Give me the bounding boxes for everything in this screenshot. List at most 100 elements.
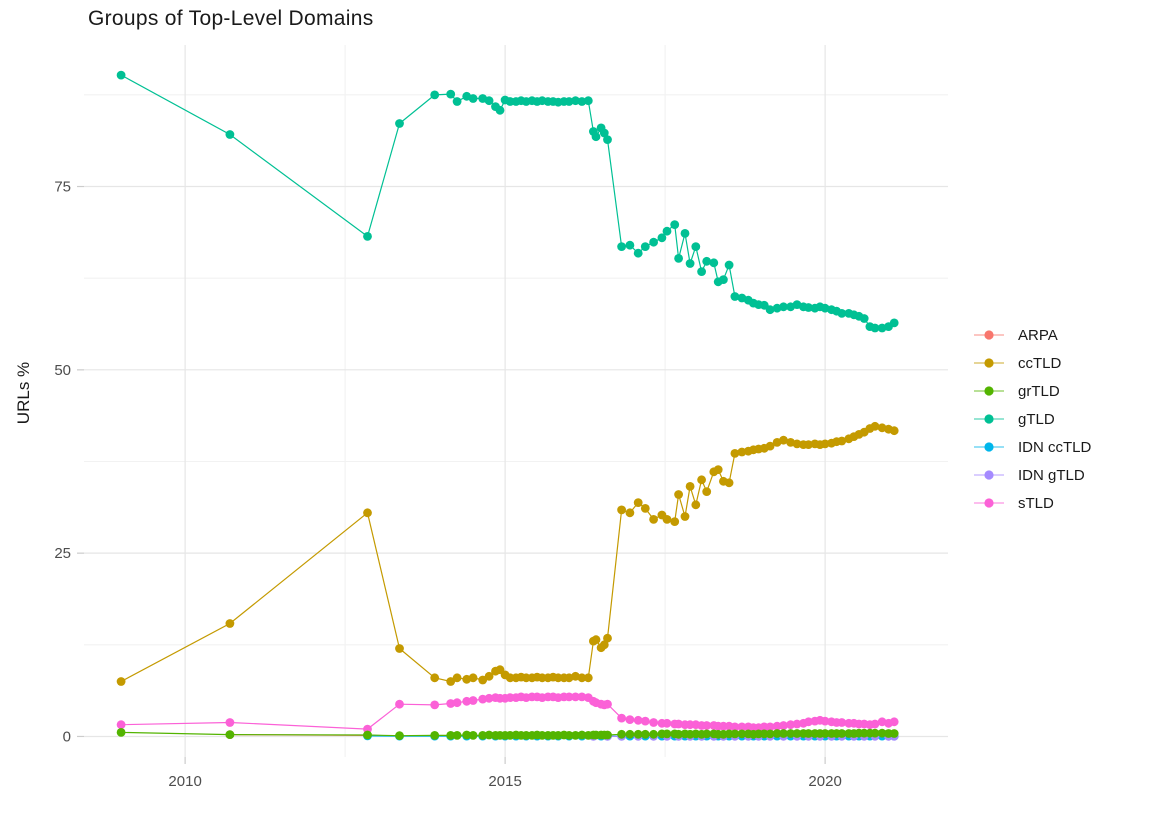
data-point-stld: [225, 718, 235, 727]
data-point-gtld: [674, 254, 683, 263]
data-point-stld: [430, 700, 440, 710]
data-point-stld: [737, 722, 747, 732]
data-point-stld: [577, 692, 587, 702]
data-point-grtld: [837, 729, 847, 738]
data-point-stld: [603, 699, 612, 709]
data-point-grtld: [779, 729, 788, 738]
data-point-stld: [452, 698, 462, 708]
data-point-stld: [792, 719, 802, 729]
major-gridlines: [84, 45, 948, 757]
data-point-stld: [468, 696, 478, 705]
data-point-gtld: [702, 256, 712, 266]
data-point-gtld: [640, 242, 650, 252]
data-point-grtld: [737, 729, 747, 739]
series-gtld: [116, 70, 899, 333]
data-point-gtld: [730, 292, 740, 301]
data-point-gtld: [363, 232, 372, 241]
data-point-grtld: [820, 729, 830, 738]
data-point-grtld: [462, 730, 472, 740]
data-point-gtld: [591, 132, 601, 142]
data-point-grtld: [395, 731, 404, 741]
data-point-gtld: [859, 314, 869, 323]
data-point-gtld: [452, 97, 462, 106]
data-point-cctld: [591, 635, 601, 645]
data-point-stld: [462, 696, 472, 706]
data-point-grtld: [225, 730, 235, 739]
data-point-cctld: [599, 640, 609, 650]
legend-key-idn-gtld-icon: [974, 470, 1004, 480]
data-point-cctld: [617, 505, 626, 515]
legend-key-idn-cctld-icon: [974, 442, 1004, 452]
data-point-stld: [446, 699, 456, 708]
data-point-grtld: [662, 729, 672, 739]
data-point-grtld: [649, 729, 658, 739]
data-point-cctld: [724, 478, 734, 488]
data-point-cctld: [702, 487, 712, 496]
data-point-cctld: [446, 677, 456, 686]
data-point-gtld: [583, 96, 593, 106]
data-point-gtld: [680, 229, 690, 238]
data-point-grtld: [765, 729, 775, 739]
series-cctld: [116, 421, 899, 686]
data-point-gtld: [697, 267, 706, 276]
data-point-cctld: [674, 490, 683, 499]
data-point-cctld: [116, 677, 126, 686]
data-point-cctld: [680, 512, 690, 521]
legend-label-stld: sTLD: [1018, 494, 1054, 512]
data-point-grtld: [452, 731, 462, 740]
data-point-grtld: [640, 729, 650, 739]
legend-key-stld-icon: [974, 498, 1004, 508]
data-point-gtld: [779, 302, 788, 312]
data-point-cctld: [837, 436, 847, 446]
data-point-cctld: [697, 475, 706, 485]
series-grtld: [116, 728, 899, 741]
legend-label-cctld: ccTLD: [1018, 354, 1062, 372]
data-point-grtld: [446, 731, 456, 740]
data-point-stld: [804, 717, 813, 727]
data-point-cctld: [649, 515, 658, 524]
data-point-gtld: [724, 260, 734, 270]
data-point-cctld: [713, 465, 723, 474]
data-point-grtld: [870, 728, 880, 738]
x-tick-label: 2010: [168, 773, 201, 790]
data-point-grtld: [804, 729, 813, 738]
data-point-grtld: [363, 730, 372, 740]
legend-label-arpa: ARPA: [1018, 326, 1058, 344]
data-point-cctld: [730, 449, 740, 458]
data-point-gtld: [571, 96, 580, 106]
data-point-stld: [116, 720, 126, 730]
data-point-stld: [662, 718, 672, 728]
data-point-cctld: [685, 482, 695, 491]
data-point-gtld: [617, 242, 626, 252]
data-point-cctld: [640, 504, 650, 513]
data-point-cctld: [452, 673, 462, 683]
data-point-grtld: [564, 731, 574, 740]
y-axis-label: URLs %: [14, 361, 33, 425]
data-point-gtld: [430, 90, 440, 100]
data-point-stld: [478, 694, 488, 704]
data-point-gtld: [765, 305, 775, 315]
data-point-grtld: [674, 729, 683, 739]
data-point-cctld: [633, 498, 643, 507]
y-tick-label: 50: [54, 362, 71, 379]
legend-item-cctld: ccTLD: [972, 349, 1091, 377]
data-point-gtld: [603, 135, 612, 145]
data-point-cctld: [583, 673, 593, 683]
data-point-gtld: [670, 220, 680, 230]
data-point-stld: [820, 716, 830, 726]
data-point-stld: [395, 699, 404, 709]
data-point-grtld: [792, 729, 802, 738]
data-point-stld: [640, 716, 650, 726]
data-point-gtld: [691, 242, 701, 252]
data-point-stld: [702, 721, 712, 730]
data-point-grtld: [603, 730, 612, 740]
data-point-gtld: [889, 318, 899, 328]
data-point-stld: [625, 715, 635, 724]
data-point-gtld: [837, 309, 847, 318]
legend-item-arpa: ARPA: [972, 321, 1091, 349]
data-point-grtld: [633, 729, 643, 739]
data-point-grtld: [116, 728, 126, 737]
legend-label-gtld: gTLD: [1018, 410, 1055, 428]
data-point-cctld: [468, 673, 478, 683]
legend-key-gtld-icon: [974, 414, 1004, 424]
